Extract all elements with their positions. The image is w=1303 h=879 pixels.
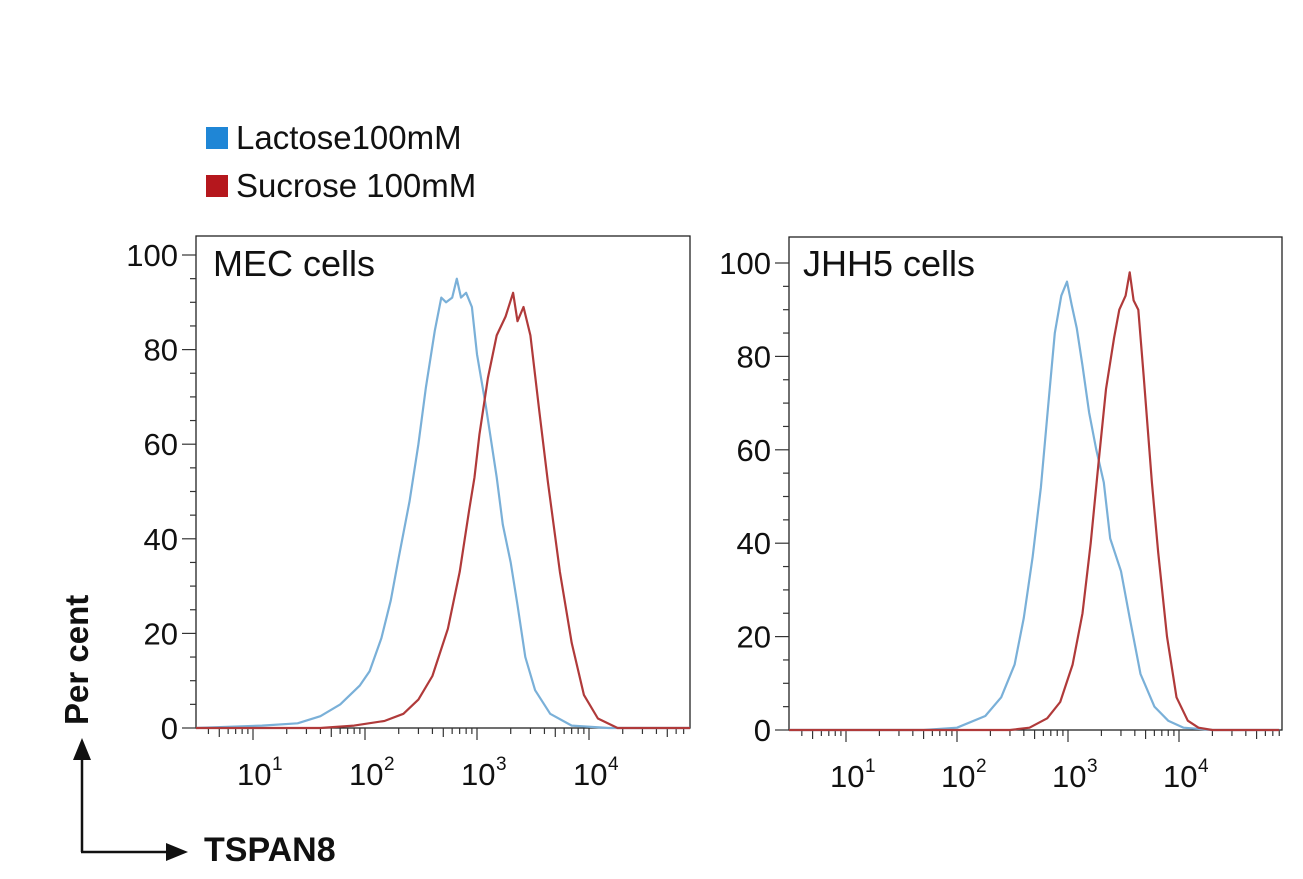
x-tick-label: 10 (349, 757, 383, 792)
x-tick-label: 10 (1163, 759, 1197, 794)
x-tick-exponent: 2 (384, 754, 395, 775)
y-tick-label: 80 (144, 333, 178, 368)
y-arrow-head (73, 738, 91, 760)
legend-item-sucrose: Sucrose 100mM (206, 162, 476, 210)
y-tick-label: 100 (719, 246, 771, 281)
plot-frame (788, 236, 1283, 731)
legend-swatch (206, 127, 228, 149)
x-tick-exponent: 4 (608, 754, 619, 775)
y-tick-label: 80 (737, 339, 771, 374)
series-line-sucrose-100mm (196, 291, 690, 730)
x-tick-exponent: 4 (1198, 756, 1209, 777)
x-tick-label: 10 (830, 759, 864, 794)
x-axis: 10 1 10 2 10 3 10 4 (207, 728, 685, 792)
x-tick-label: 10 (237, 757, 271, 792)
y-tick-label: 40 (737, 526, 771, 561)
x-tick-exponent: 1 (865, 756, 876, 777)
x-tick-label: 10 (1052, 759, 1086, 794)
plot-lines (195, 277, 690, 730)
y-axis: 0 20 40 60 80 100 (719, 246, 789, 748)
series-line-lactose100mm (195, 277, 690, 730)
y-axis: 0 20 40 60 80 100 (126, 238, 196, 746)
axis-arrows (73, 738, 188, 861)
x-axis-label: TSPAN8 (204, 831, 336, 869)
legend-label: Lactose100mM (236, 119, 462, 156)
x-tick-exponent: 2 (976, 756, 987, 777)
x-arrow-head (166, 843, 188, 861)
y-tick-label: 0 (754, 713, 771, 748)
y-tick-label: 40 (144, 522, 178, 557)
series-line-sucrose-100mm (789, 271, 1280, 732)
y-tick-label: 100 (126, 238, 178, 273)
y-axis-label: Per cent (58, 594, 95, 725)
x-tick-label: 10 (573, 757, 607, 792)
plot-lines (789, 271, 1280, 732)
plot-frame (195, 235, 691, 729)
x-tick-label: 10 (941, 759, 975, 794)
y-tick-label: 60 (144, 427, 178, 462)
x-axis: 10 1 10 2 10 3 10 4 (801, 730, 1280, 794)
legend-label: Sucrose 100mM (236, 167, 477, 204)
legend-swatch (206, 175, 228, 197)
y-tick-label: 60 (737, 433, 771, 468)
panel-title: JHH5 cells (803, 243, 975, 284)
x-tick-label: 10 (461, 757, 495, 792)
x-tick-exponent: 3 (496, 754, 507, 775)
series-line-lactose100mm (789, 280, 1280, 732)
panel-title: MEC cells (213, 243, 375, 284)
x-tick-exponent: 3 (1087, 756, 1098, 777)
legend-item-lactose: Lactose100mM (206, 114, 476, 162)
x-tick-exponent: 1 (272, 754, 283, 775)
y-tick-label: 20 (737, 620, 771, 655)
legend: Lactose100mM Sucrose 100mM (206, 114, 476, 210)
y-tick-label: 20 (144, 616, 178, 651)
y-tick-label: 0 (161, 711, 178, 746)
